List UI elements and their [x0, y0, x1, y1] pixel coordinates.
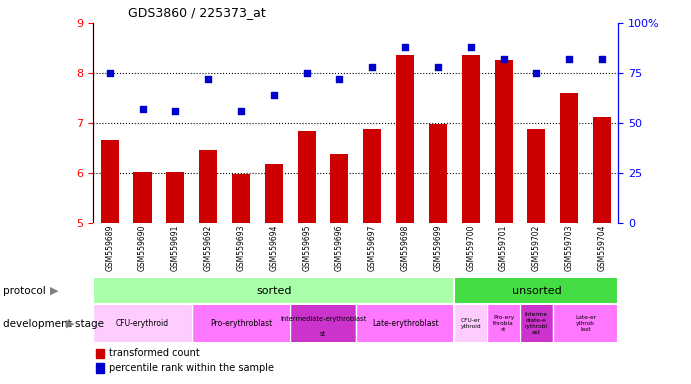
- Text: Pro-erythroblast: Pro-erythroblast: [210, 319, 272, 328]
- Text: GSM559689: GSM559689: [105, 224, 114, 271]
- Text: GSM559704: GSM559704: [598, 224, 607, 271]
- Text: GSM559699: GSM559699: [433, 224, 442, 271]
- Text: ▶: ▶: [50, 286, 59, 296]
- Point: [236, 108, 247, 114]
- Text: Intermediate-erythroblast: Intermediate-erythroblast: [280, 316, 366, 322]
- Point: [104, 70, 115, 76]
- Bar: [495, 60, 513, 223]
- Bar: [396, 55, 414, 223]
- Bar: [232, 174, 250, 223]
- Text: GSM559700: GSM559700: [466, 224, 475, 271]
- Text: Late-er
ythrob
last: Late-er ythrob last: [575, 315, 596, 332]
- Text: GSM559694: GSM559694: [269, 224, 278, 271]
- Text: GSM559697: GSM559697: [368, 224, 377, 271]
- Text: GSM559693: GSM559693: [236, 224, 245, 271]
- Bar: [593, 117, 611, 223]
- Point: [465, 44, 476, 50]
- Point: [596, 56, 607, 62]
- Text: GDS3860 / 225373_at: GDS3860 / 225373_at: [128, 6, 265, 19]
- Text: transformed count: transformed count: [109, 348, 200, 359]
- Bar: [553, 305, 618, 342]
- Point: [433, 64, 444, 70]
- Text: unsorted: unsorted: [511, 286, 561, 296]
- Bar: [199, 150, 217, 223]
- Text: GSM559702: GSM559702: [532, 224, 541, 271]
- Text: GSM559692: GSM559692: [204, 224, 213, 271]
- Bar: [133, 172, 151, 223]
- Text: percentile rank within the sample: percentile rank within the sample: [109, 363, 274, 373]
- Point: [498, 56, 509, 62]
- Point: [399, 44, 410, 50]
- Point: [301, 70, 312, 76]
- Bar: [560, 93, 578, 223]
- Bar: [265, 164, 283, 223]
- Bar: [101, 140, 119, 223]
- Text: development stage: development stage: [3, 318, 104, 329]
- Bar: [487, 305, 520, 342]
- Point: [268, 92, 279, 98]
- Text: GSM559690: GSM559690: [138, 224, 147, 271]
- Bar: [96, 349, 104, 358]
- Bar: [93, 278, 455, 303]
- Text: GSM559703: GSM559703: [565, 224, 574, 271]
- Point: [367, 64, 378, 70]
- Bar: [93, 305, 192, 342]
- Text: GSM559696: GSM559696: [335, 224, 344, 271]
- Bar: [298, 131, 316, 223]
- Text: GSM559691: GSM559691: [171, 224, 180, 271]
- Bar: [363, 129, 381, 223]
- Bar: [192, 305, 290, 342]
- Bar: [96, 363, 104, 373]
- Point: [202, 76, 214, 82]
- Text: Interme
diate-e
rythrobl
ast: Interme diate-e rythrobl ast: [525, 312, 548, 335]
- Bar: [429, 124, 447, 223]
- Point: [531, 70, 542, 76]
- Point: [334, 76, 345, 82]
- Text: Pro-ery
throbla
st: Pro-ery throbla st: [493, 315, 514, 332]
- Point: [137, 106, 148, 112]
- Text: CFU-erythroid: CFU-erythroid: [116, 319, 169, 328]
- Point: [564, 56, 575, 62]
- Bar: [520, 305, 553, 342]
- Text: protocol: protocol: [3, 286, 46, 296]
- Bar: [356, 305, 455, 342]
- Text: sorted: sorted: [256, 286, 292, 296]
- Bar: [455, 305, 487, 342]
- Text: st: st: [320, 331, 326, 337]
- Bar: [527, 129, 545, 223]
- Text: ▶: ▶: [66, 318, 75, 329]
- Point: [170, 108, 181, 114]
- Bar: [290, 305, 356, 342]
- Text: GSM559698: GSM559698: [401, 224, 410, 271]
- Text: GSM559695: GSM559695: [302, 224, 311, 271]
- Bar: [167, 172, 184, 223]
- Bar: [455, 278, 618, 303]
- Bar: [462, 55, 480, 223]
- Text: CFU-er
ythroid: CFU-er ythroid: [460, 318, 481, 329]
- Text: GSM559701: GSM559701: [499, 224, 508, 271]
- Bar: [330, 154, 348, 223]
- Text: Late-erythroblast: Late-erythroblast: [372, 319, 438, 328]
